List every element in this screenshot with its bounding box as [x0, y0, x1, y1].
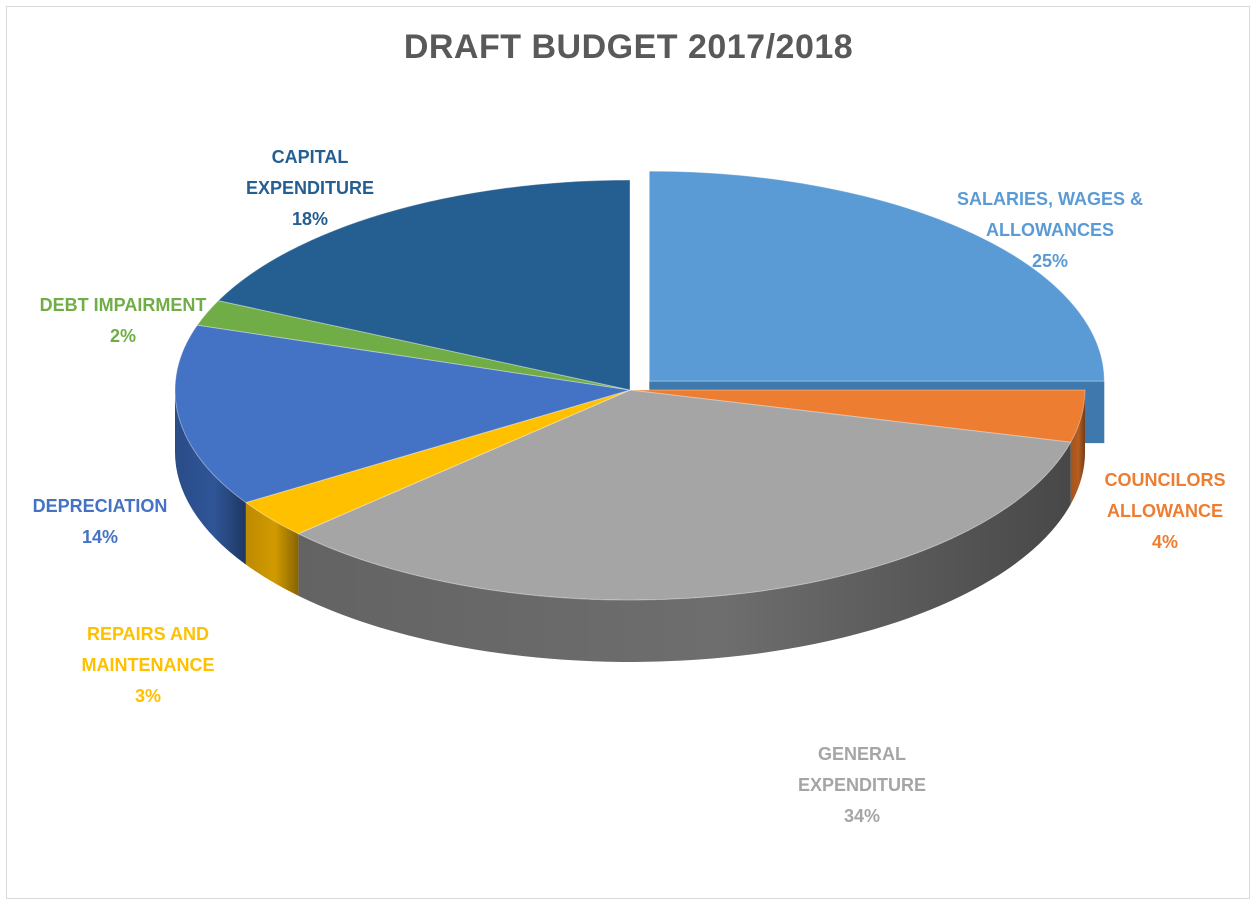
slice-side-shade: [298, 442, 1071, 662]
slice-label-line: EXPENDITURE: [246, 178, 374, 198]
pie-slice: [244, 389, 631, 535]
slice-label-line: SALARIES, WAGES &: [957, 189, 1143, 209]
slice-label-line: DEBT IMPAIRMENT: [40, 295, 207, 315]
slice-label: CAPITAL EXPENDITURE 18%: [246, 147, 374, 229]
slice-percent: 34%: [844, 806, 880, 826]
slice-label-line: GENERAL: [818, 744, 906, 764]
pie-slice: [297, 389, 1072, 601]
pie-slice: [629, 389, 1086, 443]
slice-side-shade: [175, 390, 246, 565]
slice-percent: 3%: [135, 686, 161, 706]
slice-label: REPAIRS AND MAINTENANCE 3%: [82, 624, 215, 706]
slice-label-line: DEPRECIATION: [33, 496, 168, 516]
pie-slice: [196, 300, 631, 391]
slice-label-line: ALLOWANCES: [986, 220, 1114, 240]
chart-title: DRAFT BUDGET 2017/2018: [403, 28, 854, 66]
pie-slice: [217, 179, 631, 391]
slice-label-line: CAPITAL: [272, 147, 349, 167]
slice-labels: SALARIES, WAGES & ALLOWANCES 25% COUNCILORS…: [33, 147, 1226, 826]
slice-label: GENERAL EXPENDITURE 34%: [798, 744, 926, 826]
slice-side-shade: [1070, 390, 1085, 505]
slice-label-line: EXPENDITURE: [798, 775, 926, 795]
slice-label: DEBT IMPAIRMENT 2%: [40, 295, 207, 346]
pie-slice: [648, 170, 1105, 382]
slice-percent: 25%: [1032, 251, 1068, 271]
slice-label-line: MAINTENANCE: [82, 655, 215, 675]
slice-tops: [174, 170, 1105, 601]
slice-side-shade: [245, 502, 299, 596]
slice-label: DEPRECIATION 14%: [33, 496, 168, 547]
slice-percent: 18%: [292, 209, 328, 229]
slice-label: COUNCILORS ALLOWANCE 4%: [1105, 470, 1226, 552]
slice-percent: 14%: [82, 527, 118, 547]
pie-slice: [174, 324, 631, 504]
slice-label: SALARIES, WAGES & ALLOWANCES 25%: [957, 189, 1143, 271]
slice-label-line: REPAIRS AND: [87, 624, 209, 644]
slice-percent: 2%: [110, 326, 136, 346]
slice-percent: 4%: [1152, 532, 1178, 552]
slice-label-line: ALLOWANCE: [1107, 501, 1223, 521]
slice-label-line: COUNCILORS: [1105, 470, 1226, 490]
